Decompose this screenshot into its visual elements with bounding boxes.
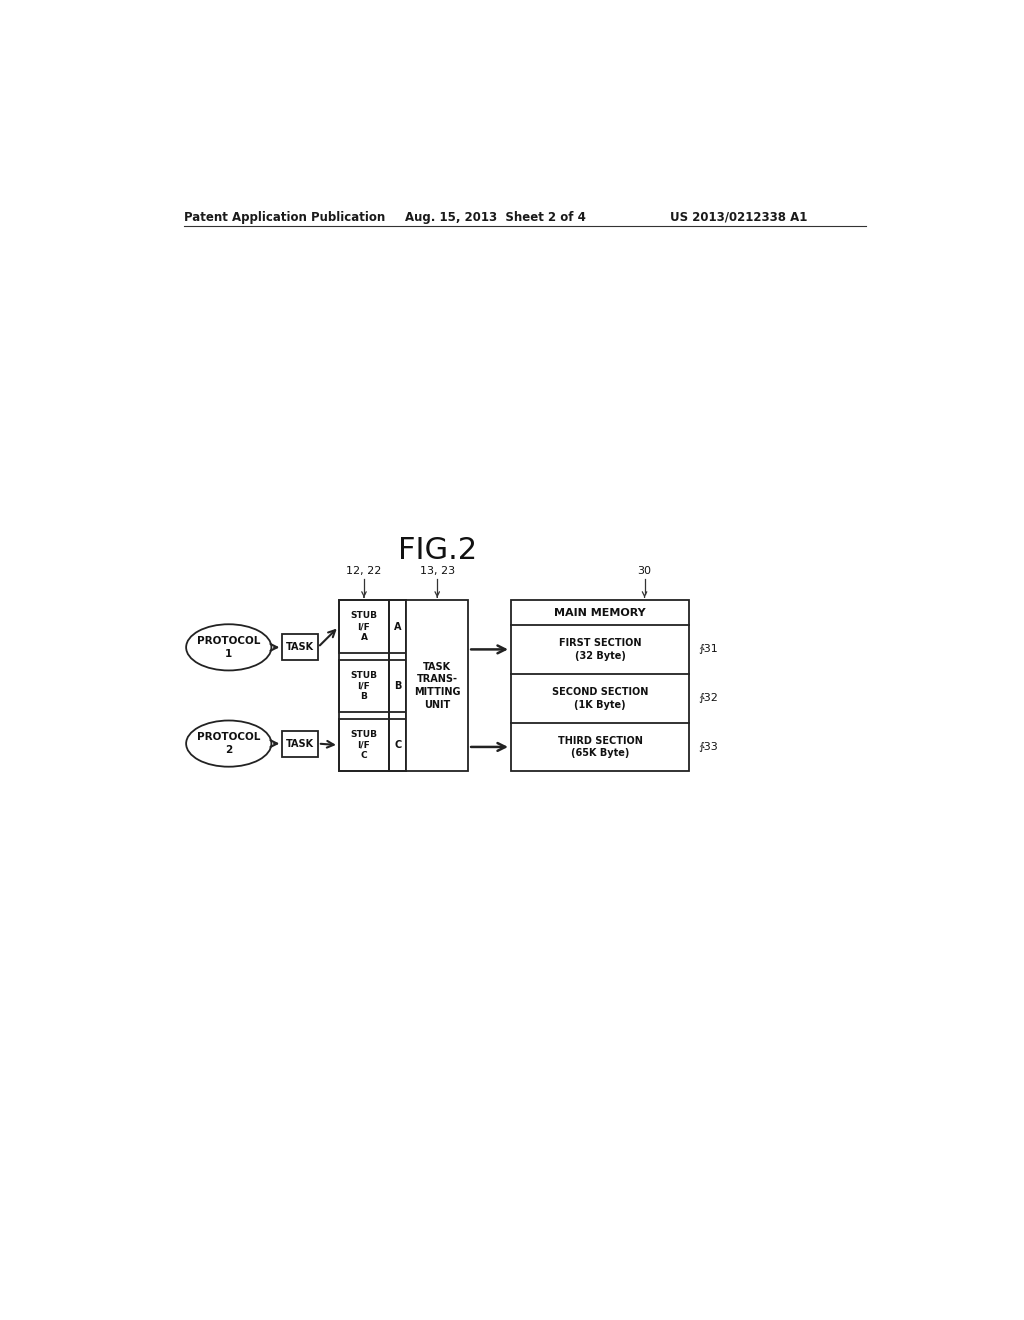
Bar bbox=[389, 660, 407, 711]
Text: 13, 23: 13, 23 bbox=[420, 566, 455, 576]
Bar bbox=[339, 660, 389, 711]
Text: B: B bbox=[394, 681, 401, 690]
Bar bbox=[339, 719, 389, 771]
Text: FIG.2: FIG.2 bbox=[398, 536, 477, 565]
Text: TASK
TRANS-
MITTING
UNIT: TASK TRANS- MITTING UNIT bbox=[414, 661, 461, 710]
Text: PROTOCOL
2: PROTOCOL 2 bbox=[197, 733, 260, 755]
Text: STUB
I/F
B: STUB I/F B bbox=[350, 671, 378, 701]
Ellipse shape bbox=[186, 721, 271, 767]
Bar bbox=[283, 730, 317, 756]
Text: THIRD SECTION
(65K Byte): THIRD SECTION (65K Byte) bbox=[557, 735, 642, 758]
Text: 30: 30 bbox=[638, 566, 651, 576]
Bar bbox=[339, 601, 389, 653]
Bar bbox=[283, 635, 317, 660]
Text: MAIN MEMORY: MAIN MEMORY bbox=[554, 607, 646, 618]
Text: C: C bbox=[394, 741, 401, 750]
Bar bbox=[511, 601, 689, 771]
Text: A: A bbox=[394, 622, 401, 631]
Text: ∱32: ∱32 bbox=[698, 693, 718, 704]
Text: US 2013/0212338 A1: US 2013/0212338 A1 bbox=[671, 211, 808, 224]
Ellipse shape bbox=[186, 624, 271, 671]
Text: STUB
I/F
A: STUB I/F A bbox=[350, 611, 378, 642]
Text: 12, 22: 12, 22 bbox=[346, 566, 382, 576]
Bar bbox=[389, 601, 407, 771]
Text: TASK: TASK bbox=[286, 643, 314, 652]
Text: Aug. 15, 2013  Sheet 2 of 4: Aug. 15, 2013 Sheet 2 of 4 bbox=[406, 211, 587, 224]
Text: ∱33: ∱33 bbox=[698, 742, 718, 752]
Text: ∱31: ∱31 bbox=[698, 644, 718, 655]
Text: STUB
I/F
C: STUB I/F C bbox=[350, 730, 378, 760]
Bar bbox=[339, 601, 389, 771]
Bar bbox=[407, 601, 468, 771]
Text: PROTOCOL
1: PROTOCOL 1 bbox=[197, 636, 260, 659]
Text: FIRST SECTION
(32 Byte): FIRST SECTION (32 Byte) bbox=[559, 638, 641, 661]
Text: Patent Application Publication: Patent Application Publication bbox=[183, 211, 385, 224]
Text: SECOND SECTION
(1K Byte): SECOND SECTION (1K Byte) bbox=[552, 686, 648, 710]
Bar bbox=[389, 719, 407, 771]
Text: TASK: TASK bbox=[286, 739, 314, 748]
Bar bbox=[389, 601, 407, 653]
